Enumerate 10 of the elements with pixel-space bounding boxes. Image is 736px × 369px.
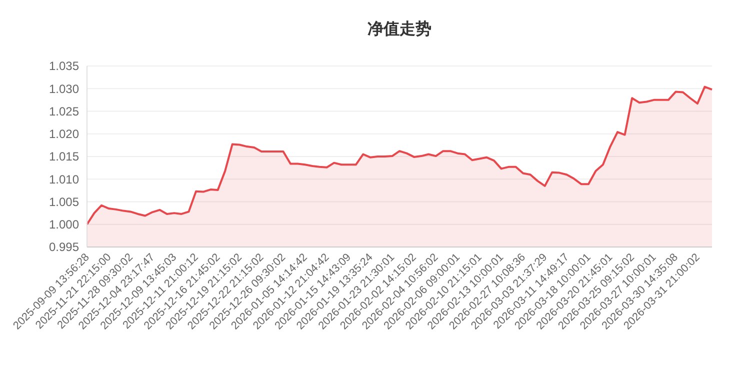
y-tick-label: 1.025 xyxy=(48,104,80,118)
y-tick-label: 1.005 xyxy=(48,194,80,209)
y-tick-label: 1.010 xyxy=(48,172,80,186)
y-tick-label: 1.020 xyxy=(48,127,80,142)
chart-title: 净值走势 xyxy=(368,20,432,38)
y-tick-label: 0.995 xyxy=(48,240,80,254)
y-tick-label: 1.015 xyxy=(48,150,80,164)
y-tick-label: 1.030 xyxy=(48,82,80,96)
y-tick-label: 1.035 xyxy=(48,59,80,74)
y-tick-label: 1.000 xyxy=(48,218,80,232)
